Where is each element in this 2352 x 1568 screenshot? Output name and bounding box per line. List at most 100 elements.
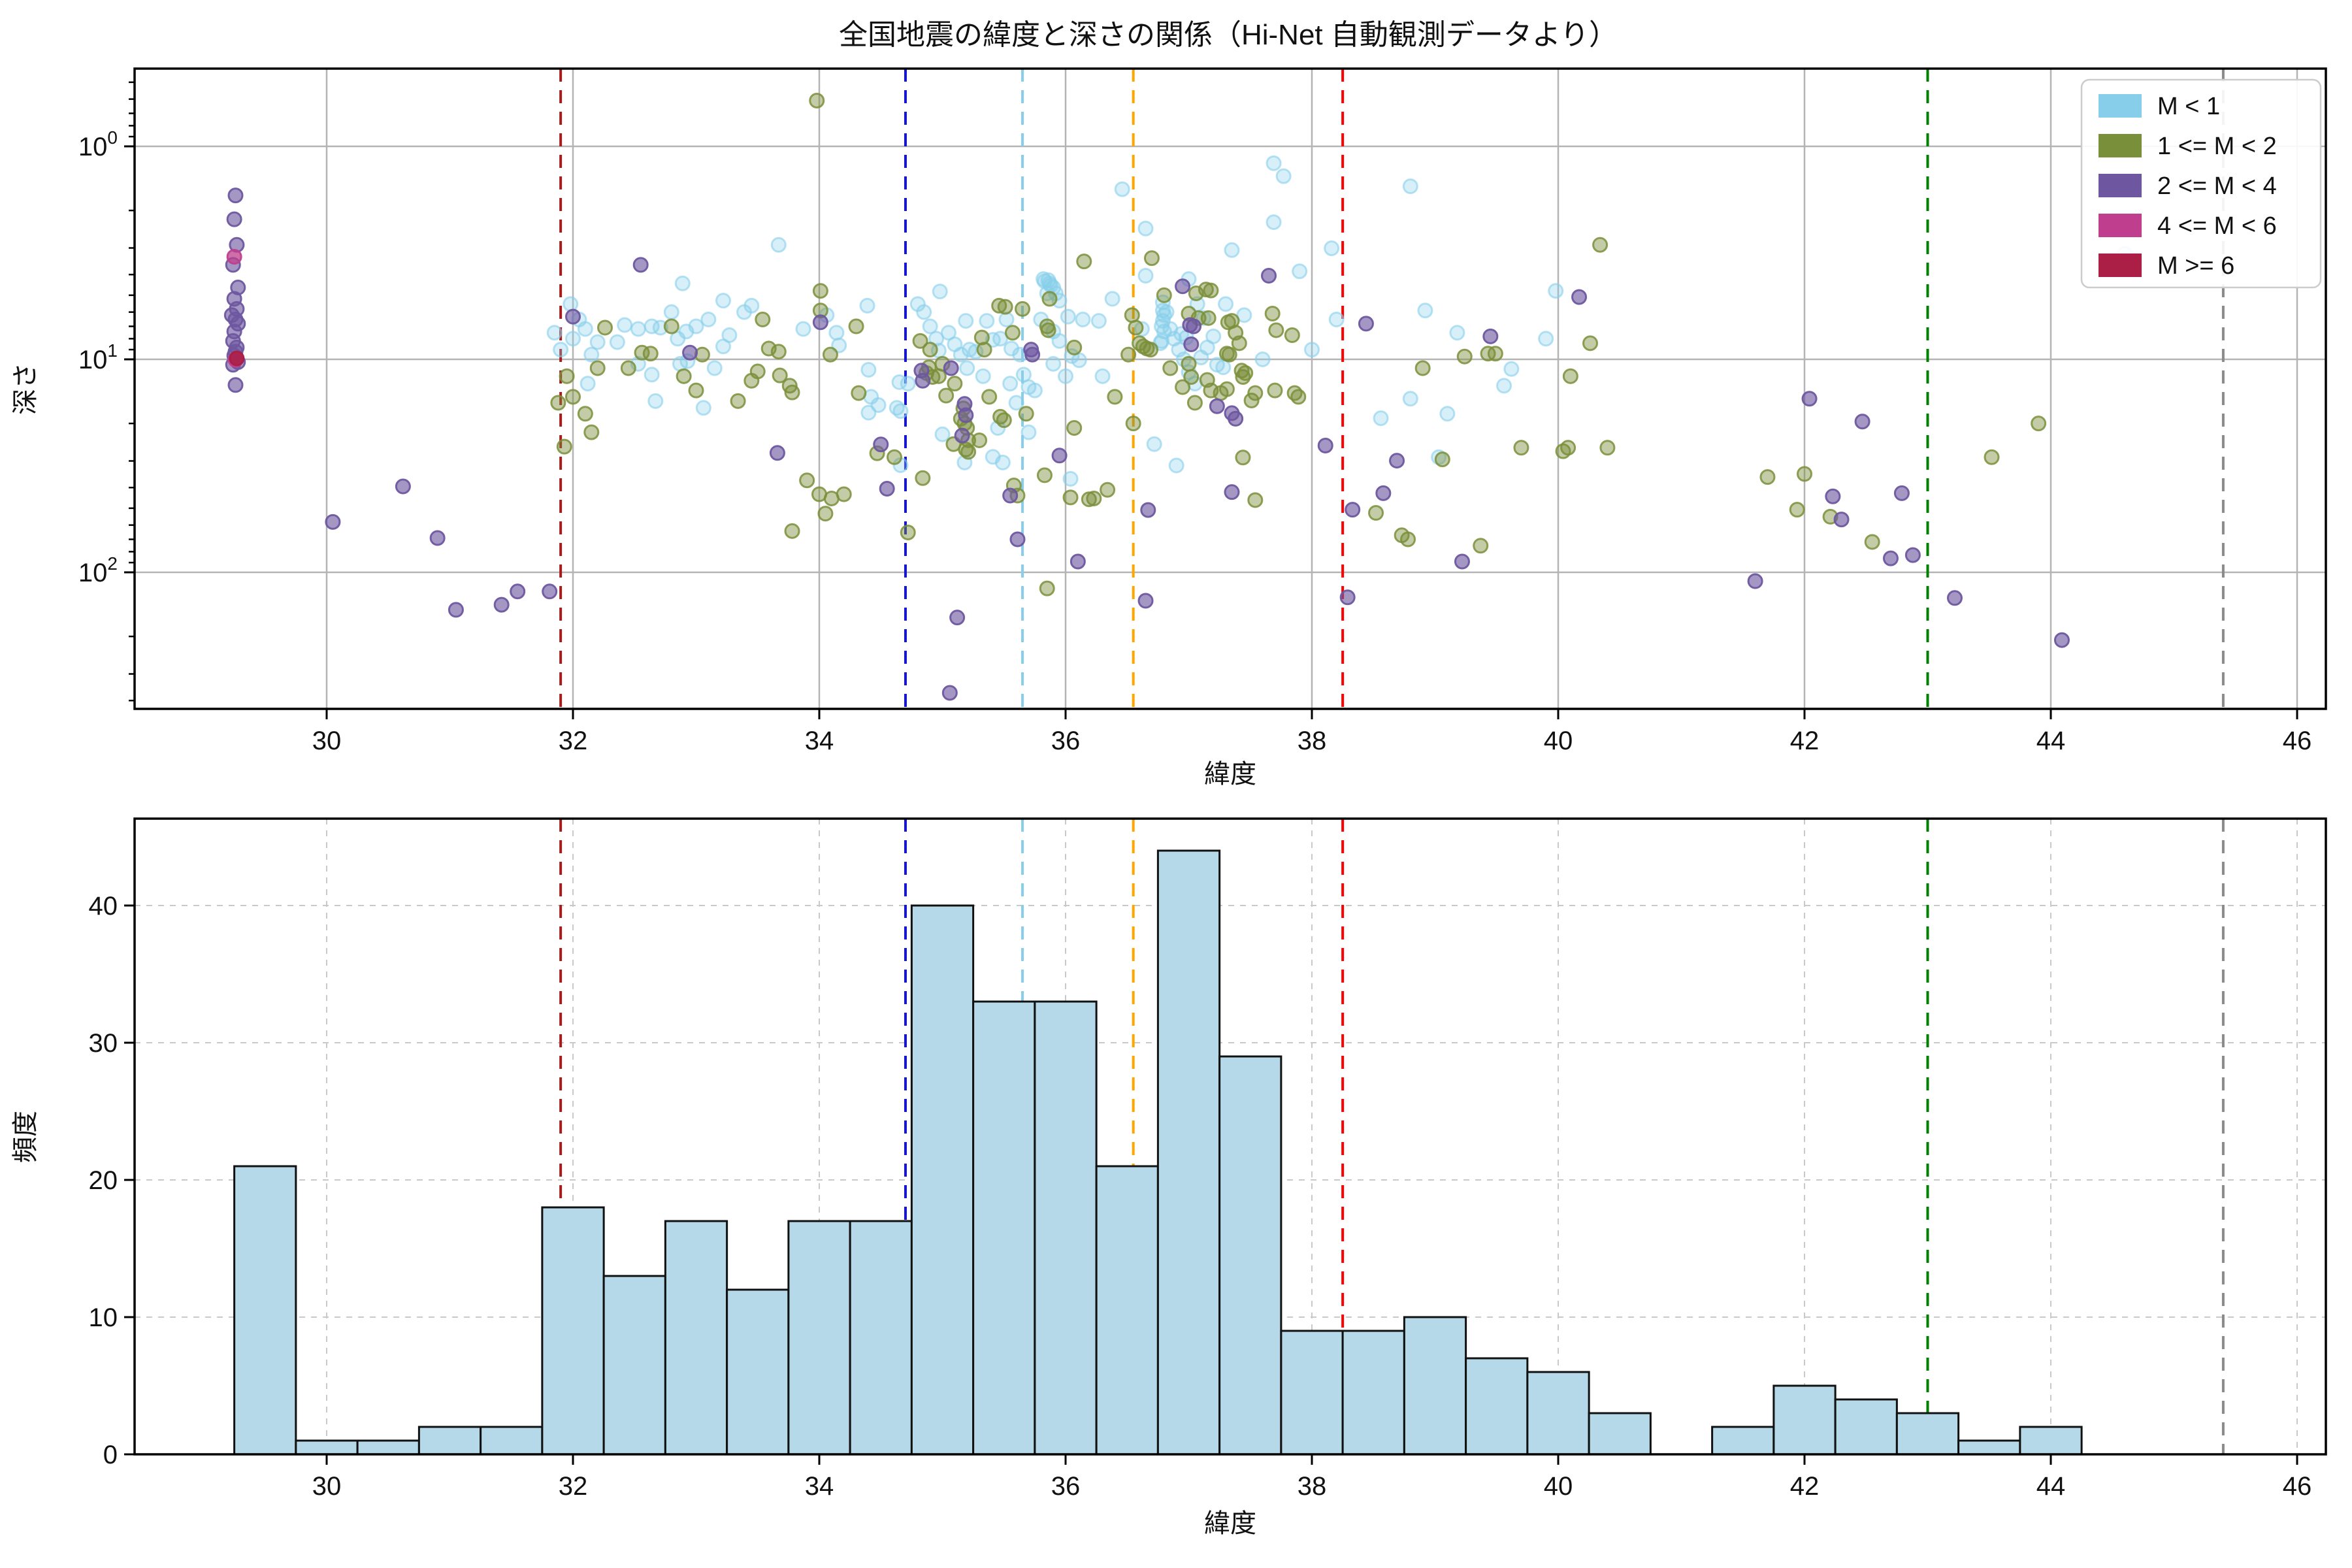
data-point (915, 372, 931, 389)
legend-swatch (2099, 174, 2142, 197)
data-point (1373, 410, 1389, 427)
histogram-bars (233, 849, 2083, 1456)
data-point (954, 427, 970, 444)
data-point (1040, 322, 1056, 338)
legend-label: 2 <= M < 4 (2157, 172, 2277, 200)
hist-bar (1526, 1371, 1590, 1456)
data-point (822, 346, 838, 363)
hist-bar (541, 1206, 605, 1456)
data-point (959, 360, 975, 376)
data-point (1264, 306, 1281, 322)
data-point (1039, 580, 1055, 596)
data-point (828, 325, 845, 341)
data-point (979, 313, 995, 329)
data-point (1560, 440, 1576, 456)
data-point (1143, 342, 1159, 358)
data-point (1104, 291, 1120, 307)
data-point (770, 344, 787, 360)
data-point (1183, 336, 1200, 352)
data-point (922, 318, 938, 335)
hist-bar (1834, 1398, 1898, 1456)
data-point (1125, 416, 1141, 432)
data-point (1066, 420, 1083, 436)
chart-title: 全国地震の緯度と深さの関係（Hi-Net 自動観測データより） (839, 19, 1618, 51)
hist-bar (910, 904, 975, 1456)
data-point (1439, 406, 1456, 422)
data-point (1789, 502, 1805, 518)
x-tick-label: 38 (1298, 1472, 1327, 1501)
data-point (769, 445, 785, 461)
data-point (860, 362, 877, 378)
hist-yaxis-label: 頻度 (11, 1111, 40, 1163)
data-point (848, 318, 864, 335)
plot-frame (133, 67, 2327, 710)
data-point (1137, 268, 1154, 284)
data-point (688, 318, 704, 335)
data-point (1060, 308, 1076, 325)
data-point (589, 360, 606, 376)
data-point (1140, 502, 1156, 518)
data-point (1487, 346, 1503, 362)
data-point (663, 318, 679, 335)
data-point (1261, 268, 1277, 284)
data-point (1317, 437, 1333, 453)
data-point (900, 525, 916, 541)
data-point (1284, 327, 1300, 343)
data-point (1175, 379, 1191, 395)
data-point (1168, 457, 1184, 474)
data-point (1582, 335, 1599, 351)
data-point (1247, 385, 1264, 401)
x-tick-label: 46 (2283, 727, 2312, 755)
data-point (912, 333, 928, 349)
data-point (589, 334, 606, 350)
data-point (1538, 331, 1554, 347)
data-point (1882, 550, 1899, 566)
data-point (1402, 178, 1418, 195)
data-point (325, 514, 341, 530)
data-point (1414, 360, 1431, 376)
data-point (809, 93, 825, 109)
data-point (743, 297, 760, 314)
data-point (1107, 389, 1123, 405)
data-point (784, 523, 800, 539)
data-point (1221, 346, 1237, 363)
x-tick-label: 32 (559, 1472, 588, 1501)
data-point (688, 382, 704, 399)
data-point (784, 384, 800, 400)
x-tick-label: 44 (2036, 1472, 2066, 1501)
data-point (647, 393, 664, 409)
y-tick-label: 30 (89, 1029, 118, 1058)
data-point (934, 426, 951, 442)
data-point (938, 387, 955, 404)
data-point (577, 406, 593, 422)
data-point (1026, 382, 1043, 399)
data-point (958, 313, 974, 329)
data-point (682, 344, 698, 361)
data-point (617, 317, 633, 333)
data-point (1482, 328, 1499, 344)
data-point (992, 331, 1009, 347)
data-point (1137, 593, 1154, 609)
data-point (583, 424, 600, 440)
data-point (1592, 237, 1609, 253)
data-point (510, 583, 526, 600)
data-point (932, 284, 948, 300)
data-point (997, 299, 1013, 315)
data-point (1268, 322, 1284, 338)
data-point (1854, 414, 1870, 430)
scatter-points (223, 93, 2133, 701)
x-tick-label: 42 (1790, 727, 1820, 755)
x-tick-label: 36 (1051, 727, 1081, 755)
hist-bar (1341, 1330, 1405, 1456)
data-point (395, 478, 411, 495)
data-point (1041, 291, 1058, 307)
data-point (674, 275, 691, 291)
data-point (642, 346, 659, 362)
data-point (1186, 395, 1203, 411)
hist-bar (849, 1220, 913, 1456)
legend-label: M < 1 (2157, 93, 2220, 120)
data-point (1275, 168, 1292, 184)
x-tick-label: 44 (2036, 727, 2066, 755)
data-point (770, 237, 787, 253)
x-tick-label: 42 (1790, 1472, 1820, 1501)
